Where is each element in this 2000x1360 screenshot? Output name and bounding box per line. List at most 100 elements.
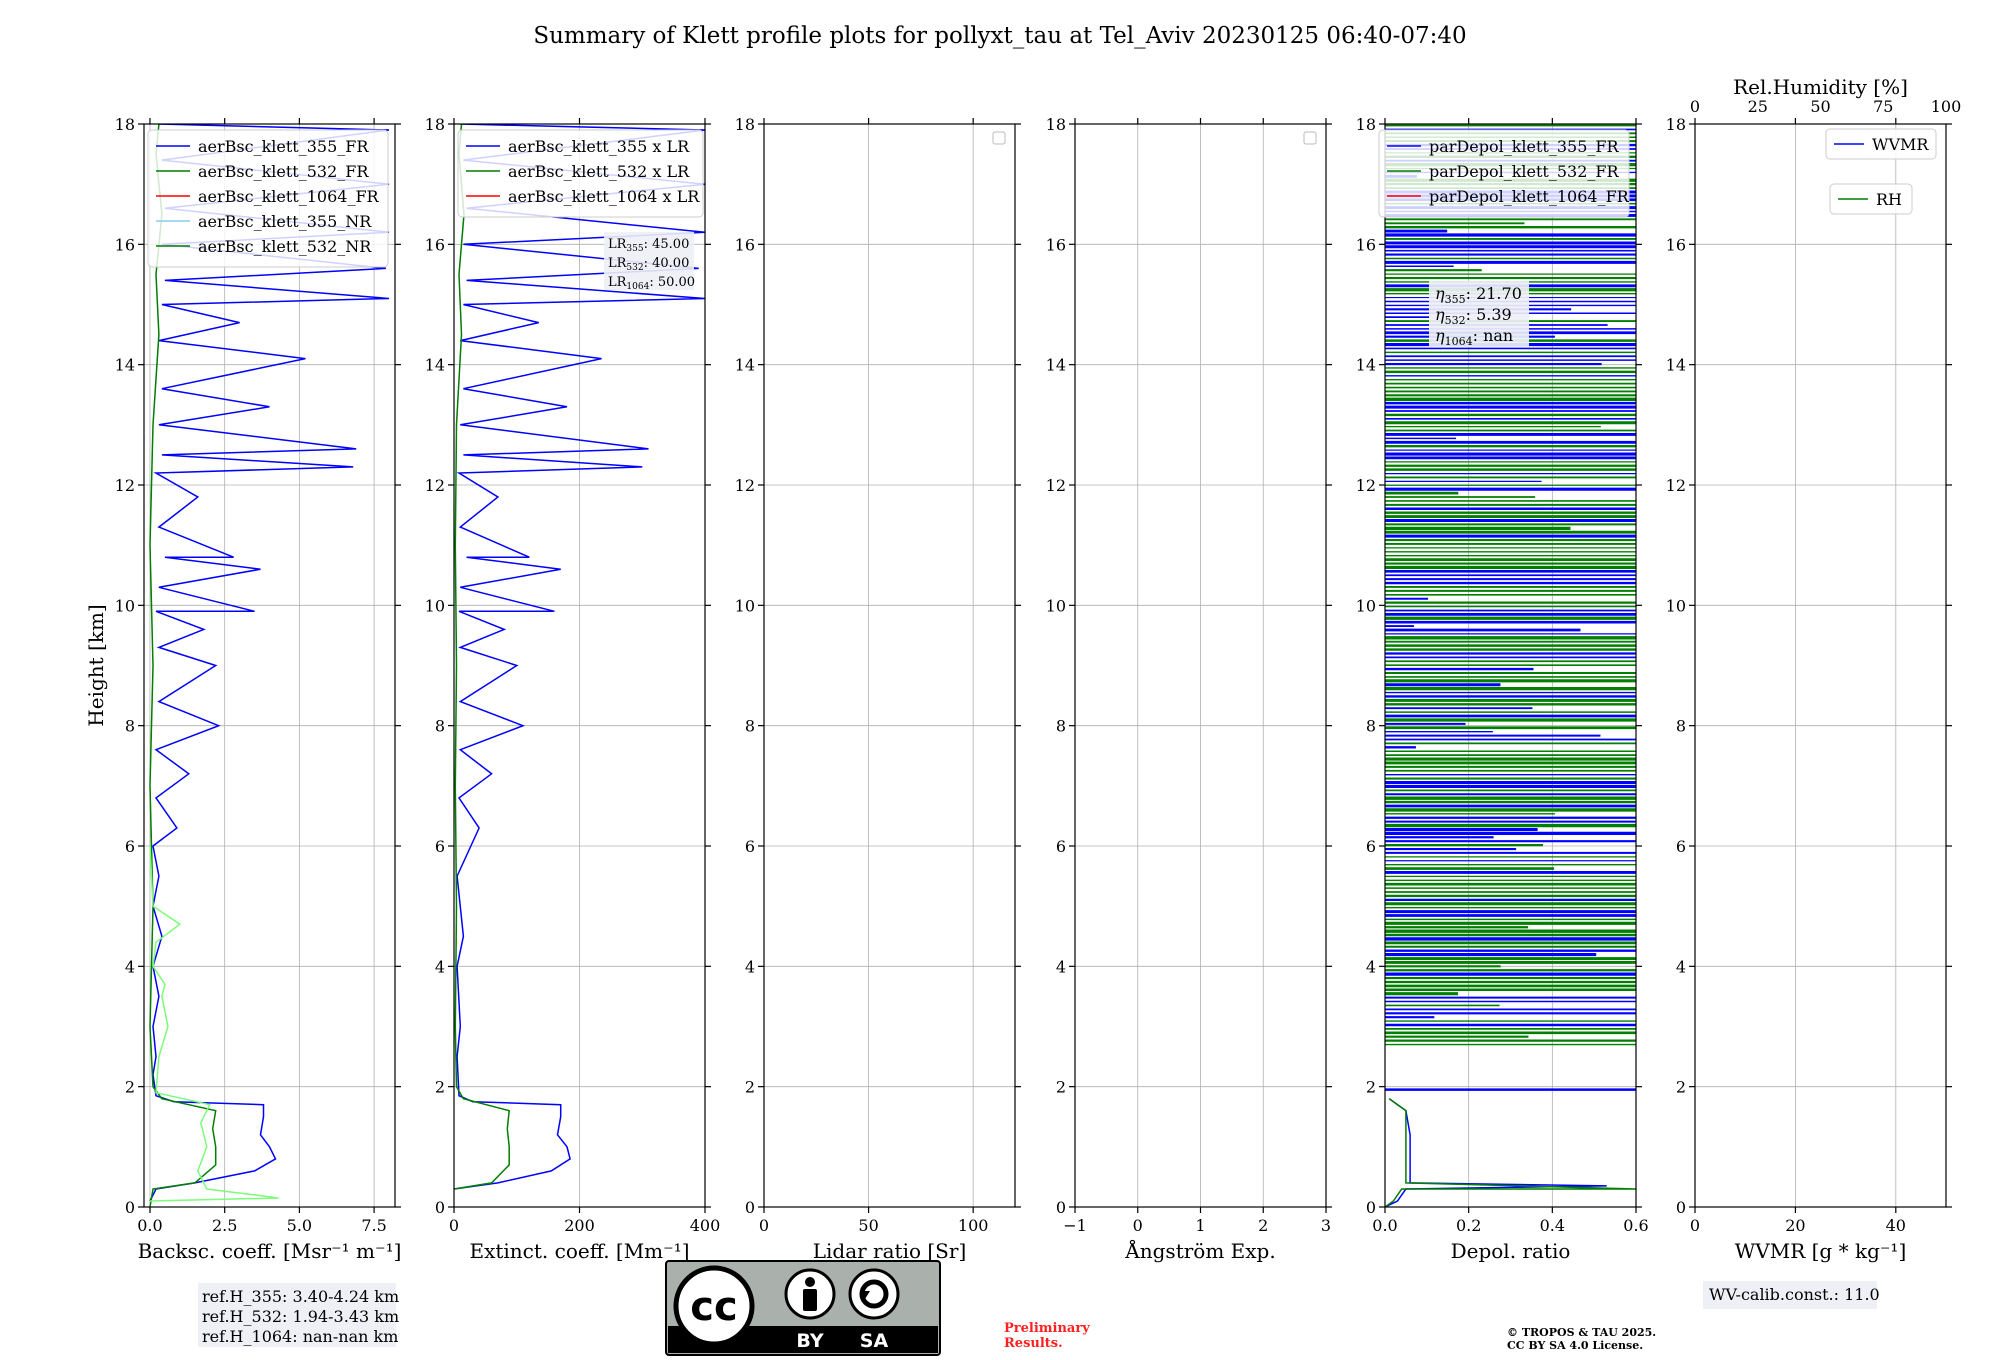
y-tick-label: 10 <box>115 596 135 615</box>
y-tick-label: 8 <box>745 717 755 736</box>
legend-entry: parDepol_klett_355_FR <box>1429 137 1620 156</box>
legend-entry: aerBsc_klett_355 x LR <box>508 137 690 156</box>
y-tick-label: 0 <box>435 1198 445 1217</box>
info-box-bg <box>1703 1281 1877 1309</box>
x-axis-label: Ångström Exp. <box>1124 1238 1275 1263</box>
y-tick-label: 8 <box>1676 717 1686 736</box>
x-tick-label: 5.0 <box>287 1216 312 1235</box>
y-tick-label: 10 <box>1356 596 1376 615</box>
preliminary-label-1: Preliminary <box>1004 1321 1090 1336</box>
empty-legend <box>1303 131 1317 145</box>
x-axis-label: Extinct. coeff. [Mm⁻¹] <box>469 1239 689 1263</box>
annot-box <box>604 232 694 290</box>
preliminary-label-2: Results. <box>1004 1336 1063 1351</box>
panel-lr: 0 2 4 6 8 10 12 14 16 18 0 50 100 Lidar ratio [Sr] <box>735 115 1021 1263</box>
y-tick-label: 14 <box>115 356 135 375</box>
legend-box <box>1378 129 1630 218</box>
axes-frame <box>1694 123 1947 1208</box>
legend-entry: WVMR <box>1872 135 1929 154</box>
y-tick-label: 16 <box>1666 235 1686 254</box>
ref-height-line: ref.H_355: 3.40-4.24 km <box>202 1287 399 1306</box>
series-line-c355 <box>1385 1098 1607 1207</box>
x-tick-label: 7.5 <box>361 1216 386 1235</box>
y-tick-label: 2 <box>745 1078 755 1097</box>
x-tick-label: 0 <box>1133 1216 1143 1235</box>
y-tick-label: 16 <box>1356 235 1376 254</box>
x-tick-label: 0.0 <box>137 1216 162 1235</box>
y-tick-label: 16 <box>735 235 755 254</box>
y-tick-label: 4 <box>745 957 755 976</box>
x-tick-label: 2 <box>1258 1216 1268 1235</box>
info-box: WV-calib.const.: 11.0 <box>1703 1281 1880 1309</box>
y-tick-label: 0 <box>1056 1198 1066 1217</box>
y-tick-label: 4 <box>435 957 445 976</box>
y-tick-label: 6 <box>125 837 135 856</box>
series-line-c532nr <box>149 845 279 1202</box>
info-box-bg <box>198 1283 396 1347</box>
legend-entry: aerBsc_klett_1064 x LR <box>508 187 700 206</box>
y-tick-label: 14 <box>1046 356 1066 375</box>
legend-entry: aerBsc_klett_1064_FR <box>198 187 380 206</box>
y-tick-label: 6 <box>435 837 445 856</box>
x-tick-label: 0.4 <box>1540 1216 1565 1235</box>
top-x-tick-label: 0 <box>1690 97 1700 116</box>
cc-license-badge: cc BY SA <box>665 1260 941 1356</box>
x-tick-label: 200 <box>564 1216 595 1235</box>
wv-calib-const: WV-calib.const.: 11.0 <box>1709 1285 1880 1304</box>
legend-box <box>1829 183 1913 215</box>
y-tick-label: 6 <box>1056 837 1066 856</box>
y-tick-label: 14 <box>1666 356 1686 375</box>
series-line-c532 <box>1385 1098 1636 1207</box>
y-tick-label: 16 <box>1046 235 1066 254</box>
lr-annotation: LR355: 45.00 LR532: 40.00 LR1064: 50.00 <box>604 232 695 292</box>
axes-frame <box>143 123 396 1208</box>
y-tick-label: 0 <box>745 1198 755 1217</box>
legend-box <box>1825 128 1937 160</box>
y-tick-label: 2 <box>1366 1078 1376 1097</box>
y-tick-label: 18 <box>1046 115 1066 134</box>
series-line-c532 <box>149 124 217 1207</box>
y-tick-label: 18 <box>115 115 135 134</box>
cc-text: cc <box>690 1284 737 1330</box>
copyright-line-2: CC BY SA 4.0 License. <box>1507 1339 1643 1352</box>
y-tick-label: 14 <box>1356 356 1376 375</box>
legend-box <box>457 129 704 218</box>
y-tick-label: 0 <box>125 1198 135 1217</box>
panels: 0 2 4 6 8 10 12 14 16 18 0.0 2.5 5.0 7.5 Backsc. coeff… <box>84 75 1961 1347</box>
top-x-tick-label: 50 <box>1810 97 1830 116</box>
x-tick-label: 0 <box>759 1216 769 1235</box>
y-tick-label: 10 <box>1666 596 1686 615</box>
lr-355: LR355: 45.00 <box>608 237 689 254</box>
x-tick-label: 20 <box>1785 1216 1805 1235</box>
y-tick-label: 12 <box>115 476 135 495</box>
copyright-line-1: © TROPOS & TAU 2025. <box>1507 1326 1656 1339</box>
cc-icon <box>673 1265 755 1347</box>
y-tick-label: 8 <box>125 717 135 736</box>
top-x-tick-label: 100 <box>1931 97 1962 116</box>
sa-label: SA <box>860 1330 889 1352</box>
panel-depol: 0 2 4 6 8 10 12 14 16 18 0.0 0.2 0.4 0.6 Depol. ratio p… <box>1356 115 1649 1263</box>
y-tick-label: 10 <box>1046 596 1066 615</box>
legend-entry: aerBsc_klett_355_NR <box>198 212 372 231</box>
legend: WVMR RH <box>1825 128 1937 215</box>
top-x-tick-label: 75 <box>1873 97 1893 116</box>
figure-title: Summary of Klett profile plots for polly… <box>533 23 1466 49</box>
plot-area <box>149 124 390 1207</box>
lr-532: LR532: 40.00 <box>608 256 689 273</box>
y-tick-label: 14 <box>425 356 445 375</box>
lr-1064: LR1064: 50.00 <box>608 275 695 292</box>
y-tick-label: 6 <box>1366 837 1376 856</box>
x-axis-label: Backsc. coeff. [Msr⁻¹ m⁻¹] <box>138 1239 402 1263</box>
legend-entry: RH <box>1876 190 1902 209</box>
y-tick-label: 8 <box>435 717 445 736</box>
legend: aerBsc_klett_355_FR aerBsc_klett_532_FRae… <box>147 129 389 268</box>
x-tick-label: 100 <box>958 1216 989 1235</box>
legend-entry: parDepol_klett_532_FR <box>1429 162 1620 181</box>
x-tick-label: 0 <box>1690 1216 1700 1235</box>
axes-frame <box>763 123 1016 1208</box>
legend-box <box>147 129 389 268</box>
x-tick-label: 2.5 <box>212 1216 237 1235</box>
